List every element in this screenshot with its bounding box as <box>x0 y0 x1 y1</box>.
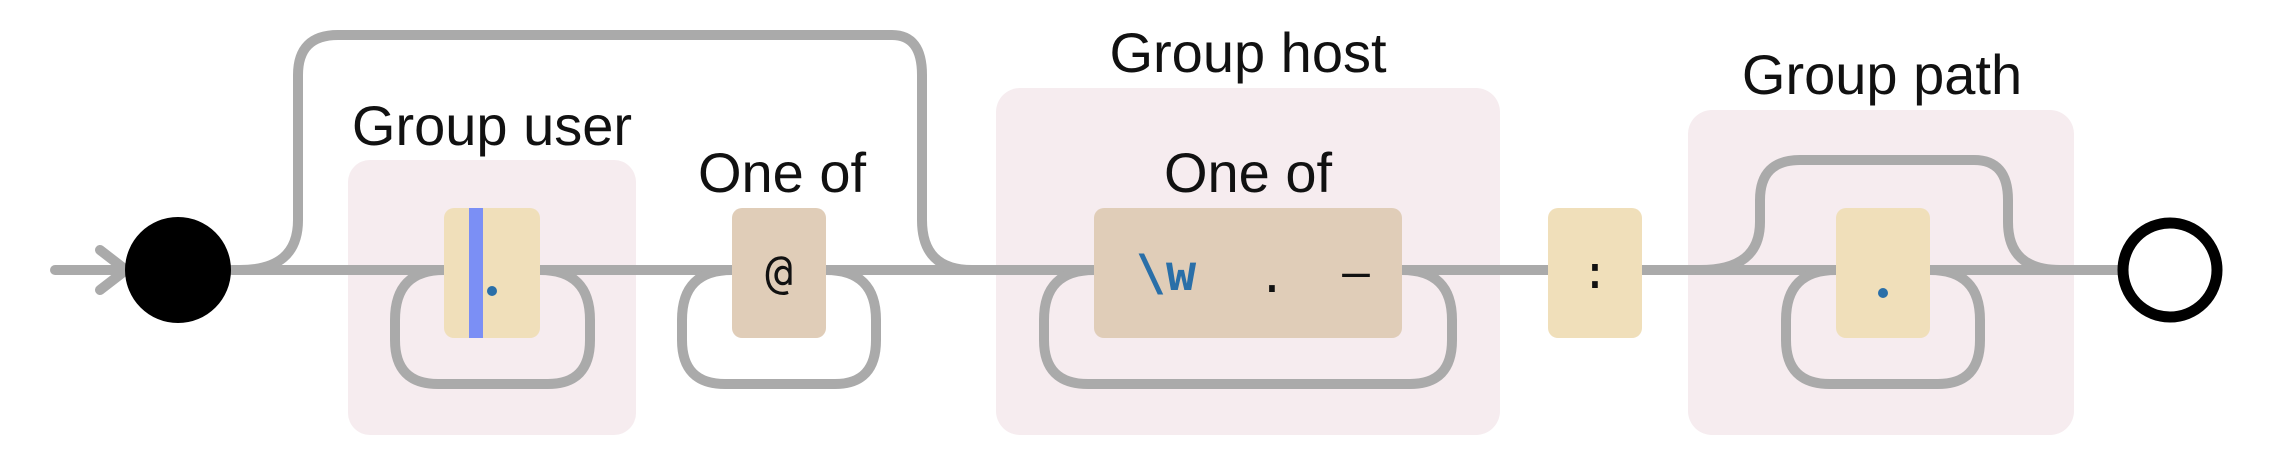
word-token: \w <box>1136 244 1197 302</box>
end-node <box>2117 217 2223 323</box>
colon-literal-box <box>1548 208 1642 338</box>
one-of-at-label: One of <box>698 141 867 204</box>
at-token: @ <box>765 245 793 299</box>
colon-token: : <box>1581 245 1609 299</box>
path-any-char-box <box>1836 208 1930 338</box>
host-charclass-box <box>1094 208 1402 338</box>
user-dot-mark <box>487 286 497 296</box>
group-host-label: Group host <box>1109 21 1386 84</box>
one-of-host-label: One of <box>1164 141 1333 204</box>
host-dot-token: . <box>1258 249 1286 303</box>
path-dot-mark <box>1878 288 1888 298</box>
user-cursor-mark <box>469 208 483 338</box>
group-path-label: Group path <box>1742 43 2022 106</box>
start-node <box>125 217 231 323</box>
user-any-char-box <box>444 208 540 338</box>
dash-token: – <box>1342 245 1370 299</box>
group-user-label: Group user <box>352 94 632 157</box>
at-charclass-box <box>732 208 826 338</box>
